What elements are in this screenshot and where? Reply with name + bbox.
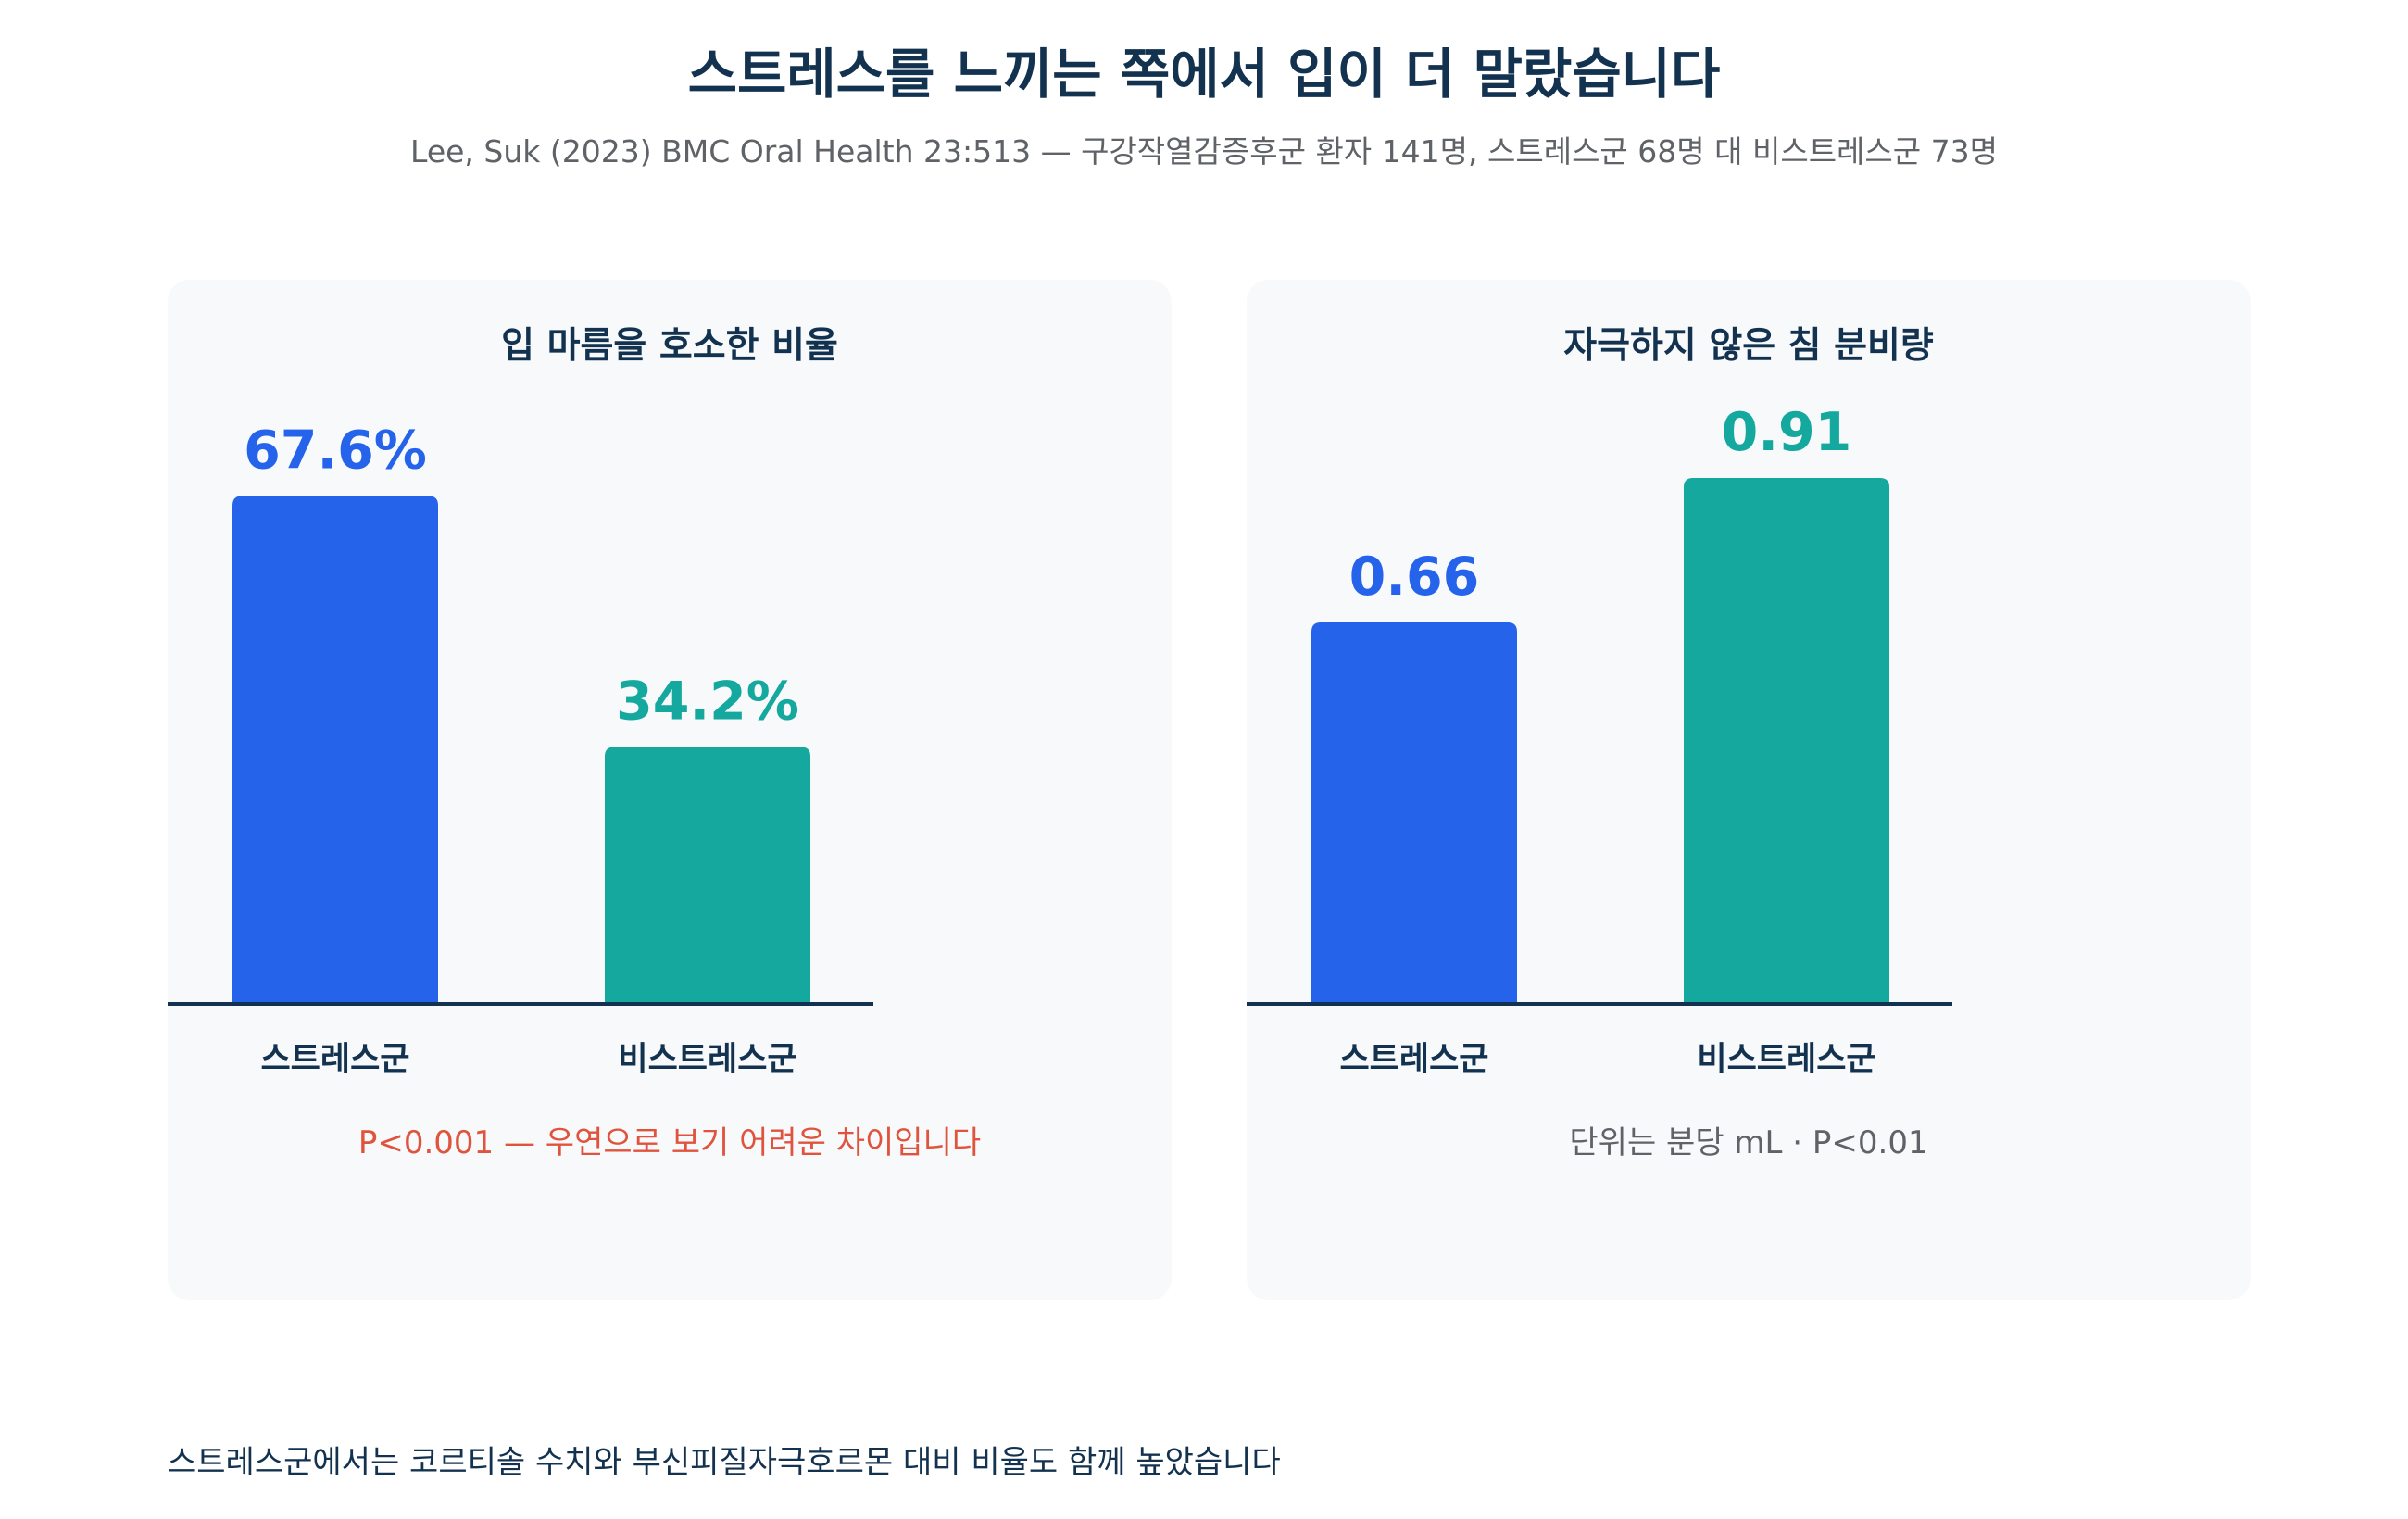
chart-title: 입 마름을 호소한 비율	[501, 325, 838, 367]
page-title: 스트레스를 느끼는 쪽에서 입이 더 말랐습니다	[687, 43, 1721, 106]
bar-group: 67.6% 스트레스군	[232, 420, 438, 1078]
data-label: 0.91	[1722, 402, 1852, 463]
page-subtitle: Lee, Suk (2023) BMC Oral Health 23:513 —…	[410, 133, 1998, 169]
category-label: 비스트레스군	[618, 1041, 796, 1078]
bar	[1684, 478, 1889, 1004]
bar-group: 34.2% 비스트레스군	[605, 671, 810, 1078]
category-label: 비스트레스군	[1697, 1041, 1875, 1078]
category-label: 스트레스군	[260, 1041, 409, 1078]
bar	[232, 496, 438, 1004]
data-label: 34.2%	[616, 671, 799, 732]
dry-mouth-bar-chart: 67.6% 스트레스군 34.2% 비스트레스군	[168, 420, 873, 1078]
saliva-flow-bar-chart: 0.66 스트레스군 0.91 비스트레스군	[1247, 402, 1952, 1078]
bar	[1311, 622, 1517, 1004]
data-label: 0.66	[1349, 546, 1480, 608]
data-label: 67.6%	[244, 420, 427, 481]
footnote: 스트레스군에서는 코르티솔 수치와 부신피질자극호르몬 대비 비율도 함께 높았…	[168, 1444, 1281, 1481]
bar	[605, 747, 810, 1004]
bar-group: 0.91 비스트레스군	[1684, 402, 1889, 1078]
unit-note: 단위는 분당 mL · P<0.01	[1569, 1124, 1928, 1161]
significance-note: P<0.001 — 우연으로 보기 어려운 차이입니다	[357, 1124, 982, 1161]
saliva-flow-chart-panel: 자극하지 않은 침 분비량 0.66 스트레스군 0.91 비스트레스군 단위는 분당…	[1247, 280, 2251, 1300]
dry-mouth-chart-panel: 입 마름을 호소한 비율 67.6% 스트레스군 34.2% 비스트레스군 P<0.0…	[168, 280, 1172, 1300]
chart-title: 자극하지 않은 침 분비량	[1563, 325, 1934, 367]
category-label: 스트레스군	[1339, 1041, 1488, 1078]
bar-group: 0.66 스트레스군	[1311, 546, 1517, 1078]
